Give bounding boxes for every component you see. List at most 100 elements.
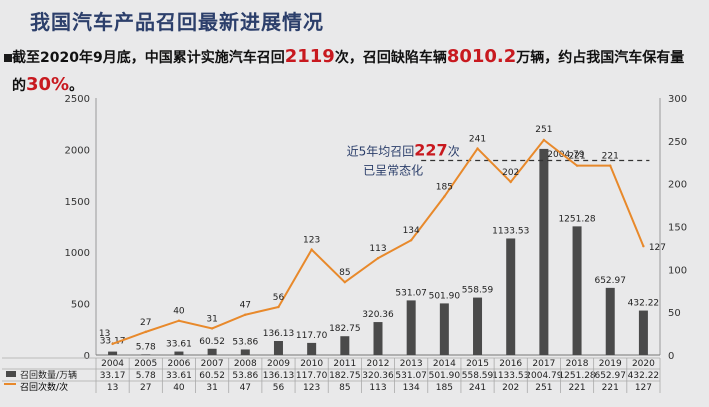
table-bar-value: 531.07: [395, 371, 427, 381]
table-line-value: 13: [107, 383, 118, 393]
x-tick-label: 2015: [466, 359, 489, 369]
right-tick-label: 200: [668, 180, 687, 191]
table-bar-value: 117.70: [296, 371, 328, 381]
line-data-label: 56: [273, 293, 285, 303]
table-bar-value: 2004.79: [525, 371, 562, 381]
table-line-value: 85: [339, 383, 350, 393]
table-bar-value: 501.90: [429, 371, 461, 381]
bar-data-label: 117.70: [296, 331, 328, 341]
left-tick-label: 2000: [65, 145, 90, 156]
bar: [207, 348, 217, 355]
table-line-value: 251: [535, 383, 552, 393]
table-bar-value: 182.75: [329, 371, 361, 381]
bar-data-label: 2004.79: [547, 150, 584, 160]
bar: [108, 351, 118, 355]
bar: [174, 351, 184, 355]
table-bar-value: 5.78: [136, 371, 156, 381]
line-data-label: 85: [339, 268, 350, 278]
left-tick-label: 2500: [65, 94, 90, 105]
x-tick-label: 2013: [400, 359, 423, 369]
bar: [473, 297, 483, 355]
summary-date: 2020年9月底: [40, 50, 131, 66]
line-point: [642, 245, 645, 248]
table-line-value: 221: [568, 383, 585, 393]
line-data-label: 40: [173, 307, 185, 317]
bar-data-label: 53.86: [232, 337, 258, 347]
x-tick-label: 2006: [167, 359, 190, 369]
table-bar-value: 1251.28: [558, 371, 595, 381]
x-tick-label: 2018: [566, 359, 589, 369]
annotation-value: 227: [414, 141, 447, 160]
bar-data-label: 5.78: [136, 342, 156, 352]
x-tick-label: 2011: [333, 359, 356, 369]
bar: [240, 349, 250, 355]
bar-data-label: 1133.53: [492, 226, 529, 236]
right-tick-label: 250: [668, 137, 687, 148]
summary-vehicles: 8010.2: [446, 46, 517, 67]
right-tick-label: 50: [668, 308, 681, 319]
x-tick-label: 2019: [599, 359, 622, 369]
line-point: [343, 280, 347, 284]
line-point: [443, 195, 446, 198]
table-line-value: 123: [303, 383, 320, 393]
table-line-value: 113: [369, 383, 386, 393]
annotation-pre: 近5年均召回: [347, 145, 415, 159]
line-data-label: 185: [436, 183, 453, 193]
bar-data-label: 1251.28: [558, 214, 595, 224]
line-data-label: 31: [206, 314, 217, 324]
line-data-label: 127: [649, 243, 666, 253]
bar: [638, 310, 648, 355]
table-line-value: 241: [469, 383, 486, 393]
summary-mid: ，中国累计实施汽车召回: [130, 50, 285, 66]
annotation-post: 次: [448, 145, 460, 159]
legend-bar-label: 召回数量/万辆: [20, 369, 77, 381]
bar-data-label: 60.52: [199, 337, 225, 347]
right-tick-label: 150: [668, 223, 687, 234]
line-point: [575, 164, 579, 167]
summary-line2-pre: 的: [12, 78, 26, 94]
bar-data-label: 558.59: [462, 286, 494, 296]
table-line-value: 27: [140, 383, 151, 393]
bar-data-label: 501.90: [429, 291, 461, 301]
bar: [141, 354, 151, 355]
table-bar-value: 136.13: [263, 371, 295, 381]
line-data-label: 241: [469, 135, 486, 145]
left-tick-label: 500: [71, 300, 90, 311]
line-data-label: 202: [502, 168, 519, 178]
line-data-label: 251: [535, 125, 552, 135]
table-line-value: 47: [240, 383, 251, 393]
table-bar-value: 33.61: [166, 371, 192, 381]
x-tick-label: 2012: [367, 359, 390, 369]
legend-line-label: 召回次数/次: [20, 381, 68, 393]
line-point: [277, 305, 280, 309]
table-bar-value: 1133.53: [492, 371, 529, 381]
bar-data-label: 182.75: [329, 324, 361, 334]
bar: [307, 342, 317, 355]
bar-data-label: 432.22: [628, 299, 660, 309]
left-tick-label: 1500: [65, 197, 90, 208]
x-tick-label: 2017: [532, 359, 555, 369]
table-line-value: 40: [173, 383, 185, 393]
table-bar-value: 652.97: [594, 371, 626, 381]
right-tick-label: 300: [668, 94, 687, 105]
table-line-value: 221: [602, 383, 619, 393]
summary-line-1: 截至2020年9月底，中国累计实施汽车召回2119次，召回缺陷车辆8010.2万…: [12, 46, 684, 67]
line-data-label: 47: [240, 301, 251, 311]
recall-chart: 0 500 1000 1500 2000 2500 0 50 100 150 200 250 300 33…: [2, 94, 687, 393]
line-point: [609, 164, 612, 167]
bullet-icon: [4, 54, 12, 62]
table-line-value: 127: [635, 383, 652, 393]
x-tick-label: 2007: [201, 359, 224, 369]
line-point: [210, 327, 214, 330]
table-bar-value: 60.52: [199, 371, 225, 381]
line-data-label: 123: [303, 236, 320, 246]
table-bar-value: 320.36: [362, 371, 394, 381]
table-bar-value: 558.59: [462, 371, 494, 381]
table-line-value: 31: [206, 383, 217, 393]
line-point: [310, 248, 313, 251]
summary-recalls: 2119: [284, 46, 335, 67]
summary-tail: 万辆，约占我国汽车保有量: [516, 50, 685, 66]
summary-percent: 30%: [26, 74, 70, 95]
line-data-label: 27: [140, 318, 151, 328]
summary-line-2: 的30%。: [12, 74, 83, 95]
